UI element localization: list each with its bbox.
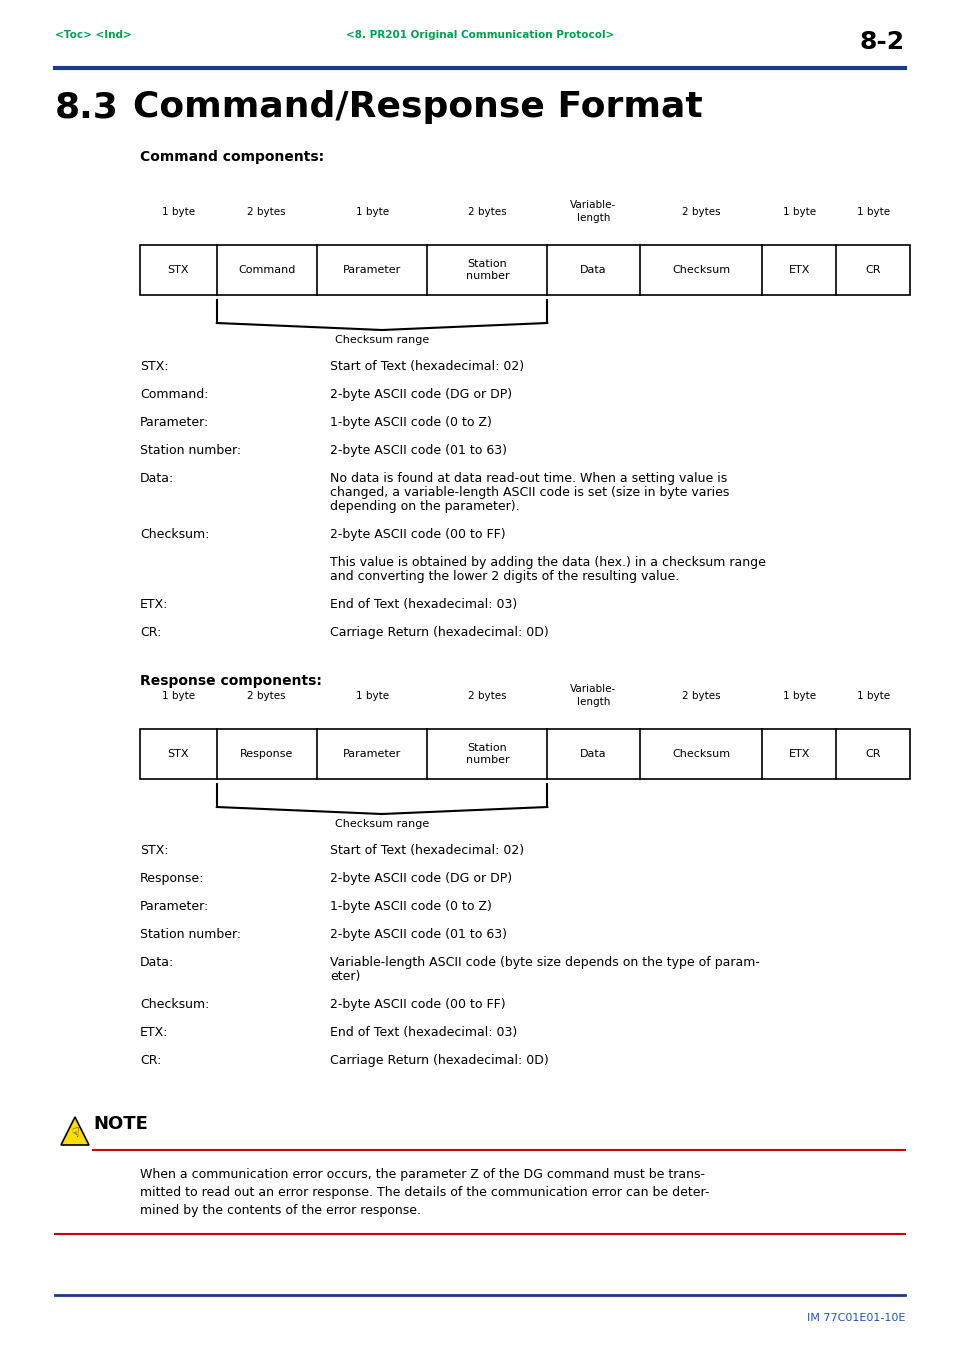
Text: eter): eter) xyxy=(330,970,360,984)
Bar xyxy=(140,730,909,780)
Text: <8. PR201 Original Communication Protocol>: <8. PR201 Original Communication Protoco… xyxy=(345,30,614,41)
Text: Checksum range: Checksum range xyxy=(335,335,429,345)
Text: ETX:: ETX: xyxy=(140,1025,169,1039)
Text: <Toc> <Ind>: <Toc> <Ind> xyxy=(55,30,132,41)
Text: Response: Response xyxy=(240,748,294,759)
Text: CR: CR xyxy=(864,265,880,276)
Text: 1 byte: 1 byte xyxy=(355,207,388,218)
Text: IM 77C01E01-10E: IM 77C01E01-10E xyxy=(806,1313,904,1323)
Text: Checksum:: Checksum: xyxy=(140,998,209,1011)
Text: STX:: STX: xyxy=(140,844,169,857)
Text: CR: CR xyxy=(864,748,880,759)
Polygon shape xyxy=(61,1117,89,1146)
Text: End of Text (hexadecimal: 03): End of Text (hexadecimal: 03) xyxy=(330,598,517,611)
Text: Start of Text (hexadecimal: 02): Start of Text (hexadecimal: 02) xyxy=(330,844,523,857)
Text: Parameter:: Parameter: xyxy=(140,416,209,430)
Text: No data is found at data read-out time. When a setting value is: No data is found at data read-out time. … xyxy=(330,471,726,485)
Text: Checksum: Checksum xyxy=(671,265,729,276)
Text: 1-byte ASCII code (0 to Z): 1-byte ASCII code (0 to Z) xyxy=(330,416,492,430)
Text: Data: Data xyxy=(579,748,606,759)
Text: Data: Data xyxy=(579,265,606,276)
Text: 1 byte: 1 byte xyxy=(856,690,889,701)
Text: Station
number: Station number xyxy=(465,743,509,765)
Text: 2-byte ASCII code (00 to FF): 2-byte ASCII code (00 to FF) xyxy=(330,998,505,1011)
Text: Parameter: Parameter xyxy=(342,265,401,276)
Text: Response:: Response: xyxy=(140,871,204,885)
Text: changed, a variable-length ASCII code is set (size in byte varies: changed, a variable-length ASCII code is… xyxy=(330,486,729,499)
Text: 2 bytes: 2 bytes xyxy=(681,207,720,218)
Text: NOTE: NOTE xyxy=(92,1115,148,1133)
Text: Variable-: Variable- xyxy=(570,684,616,694)
Text: 1 byte: 1 byte xyxy=(782,207,815,218)
Text: 2-byte ASCII code (01 to 63): 2-byte ASCII code (01 to 63) xyxy=(330,928,506,942)
Text: Station number:: Station number: xyxy=(140,444,241,457)
Text: 2-byte ASCII code (DG or DP): 2-byte ASCII code (DG or DP) xyxy=(330,871,512,885)
Text: Command/Response Format: Command/Response Format xyxy=(132,91,702,124)
Text: ETX:: ETX: xyxy=(140,598,169,611)
Text: 2 bytes: 2 bytes xyxy=(468,207,506,218)
Text: Checksum: Checksum xyxy=(671,748,729,759)
Text: Variable-length ASCII code (byte size depends on the type of param-: Variable-length ASCII code (byte size de… xyxy=(330,957,760,969)
Text: Checksum:: Checksum: xyxy=(140,528,209,540)
Text: Command:: Command: xyxy=(140,388,209,401)
Text: 1 byte: 1 byte xyxy=(162,207,194,218)
Text: Command: Command xyxy=(238,265,295,276)
Text: Parameter:: Parameter: xyxy=(140,900,209,913)
Text: Start of Text (hexadecimal: 02): Start of Text (hexadecimal: 02) xyxy=(330,359,523,373)
Text: 2 bytes: 2 bytes xyxy=(468,690,506,701)
Text: Station
number: Station number xyxy=(465,259,509,281)
Text: End of Text (hexadecimal: 03): End of Text (hexadecimal: 03) xyxy=(330,1025,517,1039)
Text: ☟: ☟ xyxy=(71,1127,79,1140)
Text: 1 byte: 1 byte xyxy=(355,690,388,701)
Text: STX:: STX: xyxy=(140,359,169,373)
Text: and converting the lower 2 digits of the resulting value.: and converting the lower 2 digits of the… xyxy=(330,570,679,584)
Text: Data:: Data: xyxy=(140,957,174,969)
Text: Parameter: Parameter xyxy=(342,748,401,759)
Text: 1 byte: 1 byte xyxy=(162,690,194,701)
Text: STX: STX xyxy=(168,265,189,276)
Text: 2 bytes: 2 bytes xyxy=(247,690,286,701)
Text: mitted to read out an error response. The details of the communication error can: mitted to read out an error response. Th… xyxy=(140,1186,709,1198)
Text: CR:: CR: xyxy=(140,1054,161,1067)
Text: 8.3: 8.3 xyxy=(55,91,119,124)
Text: Carriage Return (hexadecimal: 0D): Carriage Return (hexadecimal: 0D) xyxy=(330,1054,548,1067)
Text: Checksum range: Checksum range xyxy=(335,819,429,830)
Text: ETX: ETX xyxy=(788,265,809,276)
Text: 2-byte ASCII code (01 to 63): 2-byte ASCII code (01 to 63) xyxy=(330,444,506,457)
Text: Command components:: Command components: xyxy=(140,150,324,163)
Text: CR:: CR: xyxy=(140,626,161,639)
Text: length: length xyxy=(577,213,609,223)
Text: ETX: ETX xyxy=(788,748,809,759)
Bar xyxy=(140,245,909,295)
Text: Response components:: Response components: xyxy=(140,674,321,688)
Text: 1 byte: 1 byte xyxy=(782,690,815,701)
Text: STX: STX xyxy=(168,748,189,759)
Text: 2 bytes: 2 bytes xyxy=(681,690,720,701)
Text: When a communication error occurs, the parameter Z of the DG command must be tra: When a communication error occurs, the p… xyxy=(140,1169,704,1181)
Text: 1 byte: 1 byte xyxy=(856,207,889,218)
Text: Data:: Data: xyxy=(140,471,174,485)
Text: 2-byte ASCII code (DG or DP): 2-byte ASCII code (DG or DP) xyxy=(330,388,512,401)
Text: length: length xyxy=(577,697,609,707)
Text: This value is obtained by adding the data (hex.) in a checksum range: This value is obtained by adding the dat… xyxy=(330,557,765,569)
Text: Variable-: Variable- xyxy=(570,200,616,209)
Text: 1-byte ASCII code (0 to Z): 1-byte ASCII code (0 to Z) xyxy=(330,900,492,913)
Text: Station number:: Station number: xyxy=(140,928,241,942)
Text: 2 bytes: 2 bytes xyxy=(247,207,286,218)
Text: 2-byte ASCII code (00 to FF): 2-byte ASCII code (00 to FF) xyxy=(330,528,505,540)
Text: mined by the contents of the error response.: mined by the contents of the error respo… xyxy=(140,1204,420,1217)
Text: 8-2: 8-2 xyxy=(859,30,904,54)
Text: Carriage Return (hexadecimal: 0D): Carriage Return (hexadecimal: 0D) xyxy=(330,626,548,639)
Text: depending on the parameter).: depending on the parameter). xyxy=(330,500,519,513)
